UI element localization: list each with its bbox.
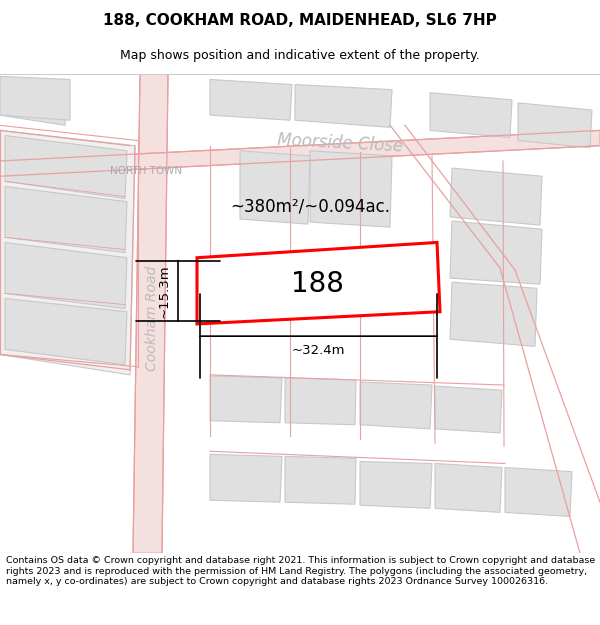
Polygon shape [505,468,572,516]
Text: ~15.3m: ~15.3m [157,264,170,318]
Polygon shape [360,461,432,508]
Polygon shape [5,136,127,199]
Polygon shape [240,151,310,224]
Polygon shape [450,168,542,225]
Polygon shape [0,131,135,375]
Polygon shape [295,84,392,127]
Polygon shape [285,378,356,425]
Polygon shape [133,74,168,553]
Text: ~380m²/~0.094ac.: ~380m²/~0.094ac. [230,198,390,216]
Polygon shape [518,103,592,148]
Polygon shape [5,242,127,309]
Polygon shape [450,282,537,346]
Polygon shape [435,386,502,433]
Text: Contains OS data © Crown copyright and database right 2021. This information is : Contains OS data © Crown copyright and d… [6,556,595,586]
Text: ~32.4m: ~32.4m [292,344,345,357]
Text: 188: 188 [292,270,344,298]
Polygon shape [0,76,68,125]
Polygon shape [197,242,440,324]
Polygon shape [285,456,356,504]
Polygon shape [5,186,127,253]
Text: NORTH TOWN: NORTH TOWN [110,166,182,176]
Polygon shape [435,464,502,512]
Polygon shape [210,454,282,503]
Polygon shape [210,79,292,120]
Polygon shape [0,131,600,176]
Polygon shape [310,151,392,227]
Polygon shape [210,376,282,423]
Text: Moorside Close: Moorside Close [277,131,403,156]
Polygon shape [5,299,127,364]
Text: Cookham Road: Cookham Road [145,266,159,371]
Polygon shape [430,92,512,138]
Text: 188, COOKHAM ROAD, MAIDENHEAD, SL6 7HP: 188, COOKHAM ROAD, MAIDENHEAD, SL6 7HP [103,13,497,28]
Polygon shape [0,76,70,120]
Text: Map shows position and indicative extent of the property.: Map shows position and indicative extent… [120,49,480,62]
Polygon shape [450,221,542,284]
Polygon shape [360,382,432,429]
